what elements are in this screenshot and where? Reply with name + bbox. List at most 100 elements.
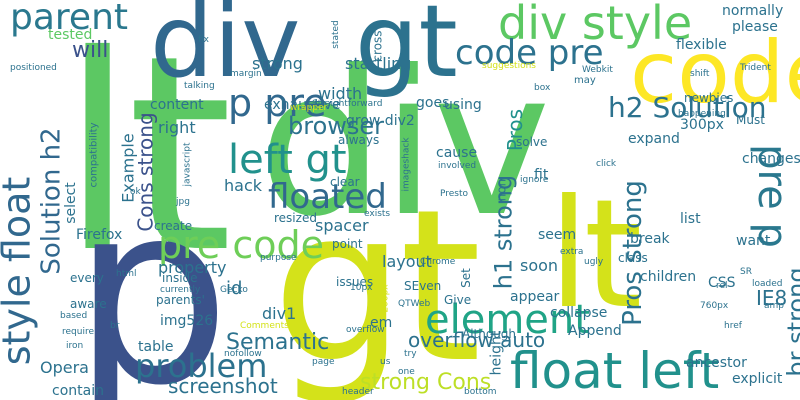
word-id: id	[226, 278, 243, 299]
word-please: please	[732, 19, 778, 35]
word-currently: currently	[160, 285, 201, 295]
word-style-float: style float	[0, 176, 39, 366]
word-html: html	[116, 269, 137, 279]
word-gt-large: gt	[272, 164, 482, 400]
word-page: page	[312, 357, 335, 367]
word-flexible: flexible	[676, 37, 727, 53]
word-br: br	[110, 321, 120, 331]
word-compatibility: compatibility	[88, 122, 100, 188]
word-fit: fit	[534, 167, 549, 183]
word-aware: aware	[70, 297, 107, 311]
word-strong: strong	[252, 54, 303, 73]
word-parent: parent	[10, 0, 129, 38]
word-code: code	[630, 23, 800, 123]
word-contain: contain	[52, 383, 104, 399]
word-resized: resized	[274, 211, 317, 225]
word-although: Although	[462, 327, 517, 341]
word-stated: stated	[330, 20, 341, 49]
word-suggestions: suggestions	[482, 61, 536, 71]
word-one: one	[398, 367, 415, 377]
word-width: width	[318, 84, 363, 103]
word-wrapper: wrapper	[290, 103, 328, 113]
word-layout: layout	[382, 252, 432, 271]
word-pre-code: pre code	[158, 223, 325, 267]
word-h2-solution: h2 Solution	[608, 91, 767, 124]
word-using: using	[444, 97, 482, 113]
word-div1: div1	[262, 304, 297, 323]
word-grow-div2: grow div2	[346, 113, 415, 129]
word-exists: exists	[364, 209, 391, 219]
word-gecko: Gecko	[220, 285, 248, 295]
word-chrome: Chrome	[420, 257, 456, 267]
word-give: Give	[444, 293, 472, 307]
word-class: class	[618, 251, 648, 265]
word-float-left: float left	[510, 342, 720, 400]
word-clear: clear	[330, 175, 360, 189]
word-append: Append	[568, 323, 622, 339]
word-collapse: collapse	[550, 305, 608, 321]
word-p-large: p	[72, 149, 231, 400]
word-explicit: explicit	[732, 371, 783, 387]
word-positioned: positioned	[10, 63, 57, 73]
word-exhaustive: exhaustive	[264, 97, 341, 113]
word-nofollow: nofollow	[224, 349, 262, 359]
word-ancestor: ancestor	[686, 355, 747, 371]
word-right: right	[158, 118, 196, 137]
word-select: select	[62, 182, 79, 224]
word-talking: talking	[184, 81, 215, 91]
word-element: element	[425, 297, 590, 343]
word-div-large: div	[258, 28, 551, 261]
word-sr: SR	[740, 267, 752, 277]
word-purpose: purpose	[260, 253, 297, 263]
word-set: Set	[458, 268, 473, 288]
word-imageshack: imageshack	[401, 137, 412, 192]
word-property: property	[158, 258, 227, 277]
word-fix: fix	[198, 35, 209, 45]
word-list: list	[680, 211, 701, 227]
word-break: break	[630, 231, 670, 247]
word-children: children	[640, 269, 697, 285]
word-rel: rel	[716, 281, 728, 291]
word-firefox: Firefox	[76, 227, 123, 243]
word-will: will	[72, 38, 109, 63]
word-loaded: loaded	[752, 279, 783, 289]
word-presto: Presto	[440, 189, 469, 199]
word-br-strong: br strong	[782, 267, 800, 377]
word-may: may	[574, 75, 596, 86]
word-newbies: newbies	[684, 91, 734, 105]
word-lt-large: lt	[60, 0, 233, 312]
word-qtweb: QTWeb	[398, 299, 431, 309]
word-amp: amp	[764, 301, 784, 311]
word-box: box	[534, 83, 551, 93]
word-must: Must	[736, 113, 765, 127]
word-margin: margin	[230, 69, 262, 79]
word-200px: 200px	[380, 284, 391, 313]
word-cons-strong: Cons strong	[133, 112, 158, 232]
word-bottom: bottom	[464, 387, 497, 397]
word-spacer: spacer	[315, 216, 369, 235]
word-always: always	[338, 133, 380, 147]
word-non: non	[494, 178, 509, 202]
word-trident: Trident	[740, 63, 771, 73]
word-happening: happening	[678, 109, 726, 119]
word-jpg: jpg	[176, 197, 190, 207]
word-em: em	[370, 315, 393, 331]
word-overflow: overflow	[346, 325, 385, 335]
word-startling: startling	[345, 54, 412, 73]
word-solve: solve	[516, 135, 548, 149]
word-goes: goes	[416, 95, 450, 111]
word-shift: shift	[690, 69, 710, 79]
word-based: based	[60, 311, 88, 321]
word-ie8: IE8	[756, 286, 788, 310]
word-strong-cons: strong Cons	[360, 370, 492, 395]
word-straightforward: Straightforward	[312, 99, 383, 109]
word-point: point	[332, 237, 363, 251]
word-floated: floated	[268, 177, 387, 217]
word-inside: inside	[162, 271, 198, 285]
word-ugly: ugly	[584, 257, 604, 267]
word-10px: 10px	[350, 283, 373, 293]
word-div-blue: div	[150, 0, 301, 100]
word-appear: appear	[510, 289, 560, 305]
word-href: href	[724, 321, 742, 331]
word-iron: iron	[66, 341, 84, 351]
